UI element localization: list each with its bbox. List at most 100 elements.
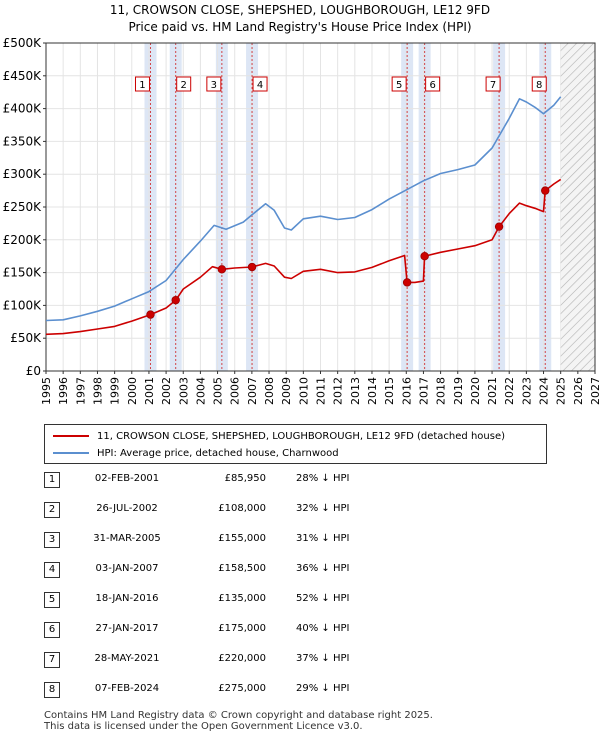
y-tick-label: £350K <box>3 134 43 148</box>
sale-price: £275,000 <box>218 683 266 694</box>
sale-number: 7 <box>44 652 60 668</box>
chart-legend: 11, CROWSON CLOSE, SHEPSHED, LOUGHBOROUG… <box>44 424 547 464</box>
sale-marker-box-3 <box>206 76 222 92</box>
sale-row: 4 03-JAN-2007 £158,500 36% ↓ HPI <box>44 560 464 578</box>
price-chart: 1 2 3 4 5 6 7 8 £0 £50K £100K £150K £200K £250K £300K £… <box>3 36 600 405</box>
sale-row: 8 07-FEB-2024 £275,000 29% ↓ HPI <box>44 680 464 698</box>
legend-item-hpi: HPI: Average price, detached house, Char… <box>53 446 339 460</box>
sale-point-8 <box>541 186 550 195</box>
y-tick-label: £500K <box>3 36 43 50</box>
sale-marker-label-4: 4 <box>257 80 263 91</box>
legend-swatch-property <box>53 435 89 437</box>
x-tick-label: 2013 <box>349 377 362 405</box>
sale-date: 03-JAN-2007 <box>95 563 159 574</box>
x-tick-label: 2003 <box>177 377 190 405</box>
sale-hpi-diff: 31% ↓ HPI <box>296 533 350 544</box>
sale-row: 1 02-FEB-2001 £85,950 28% ↓ HPI <box>44 470 464 488</box>
x-tick-label: 2012 <box>332 377 345 405</box>
x-tick-label: 2025 <box>555 377 568 405</box>
sale-marker-label-1: 1 <box>139 80 145 91</box>
sale-row: 6 27-JAN-2017 £175,000 40% ↓ HPI <box>44 620 464 638</box>
x-tick-label: 2001 <box>143 377 156 405</box>
sale-number: 2 <box>44 502 60 518</box>
sale-marker-label-8: 8 <box>536 80 542 91</box>
y-tick-label: £150K <box>3 266 43 280</box>
sale-row: 3 31-MAR-2005 £155,000 31% ↓ HPI <box>44 530 464 548</box>
sale-number: 1 <box>44 472 60 488</box>
x-tick-label: 2010 <box>297 377 310 405</box>
x-tick-label: 1998 <box>91 377 104 405</box>
footer-copyright: Contains HM Land Registry data © Crown c… <box>44 710 433 721</box>
x-tick-label: 2005 <box>212 377 225 405</box>
sale-marker-box-1 <box>134 76 150 92</box>
x-tick-label: 2011 <box>315 377 328 405</box>
x-tick-label: 1999 <box>109 377 122 405</box>
x-tick-label: 2000 <box>126 377 139 405</box>
sale-number: 8 <box>44 682 60 698</box>
x-tick-label: 2016 <box>400 377 413 405</box>
sale-price: £85,950 <box>224 473 266 484</box>
sale-date: 31-MAR-2005 <box>93 533 161 544</box>
x-tick-label: 2015 <box>383 377 396 405</box>
sale-point-5 <box>402 278 412 287</box>
sale-point-3 <box>217 265 227 274</box>
sale-point-6 <box>420 252 429 261</box>
x-tick-label: 2020 <box>469 377 482 405</box>
sale-date: 27-JAN-2017 <box>95 623 159 634</box>
forecast-region <box>560 43 595 371</box>
sale-marker-label-6: 6 <box>429 80 435 91</box>
sale-row: 5 18-JAN-2016 £135,000 52% ↓ HPI <box>44 590 464 608</box>
x-tick-label: 2026 <box>572 377 585 405</box>
sale-marker-label-7: 7 <box>490 80 496 91</box>
x-tick-label: 2027 <box>589 377 600 405</box>
chart-title-block: 11, CROWSON CLOSE, SHEPSHED, LOUGHBOROUG… <box>0 2 600 36</box>
x-tick-label: 2007 <box>246 377 259 405</box>
sale-price: £158,500 <box>218 563 266 574</box>
sale-marker-box-6 <box>425 76 441 92</box>
property-series-line <box>45 178 562 336</box>
y-tick-label: £100K <box>3 298 43 312</box>
y-tick-label: £0 <box>26 364 41 378</box>
y-tick-label: £300K <box>3 167 43 181</box>
hpi-series-line <box>45 96 562 322</box>
y-tick-label: £250K <box>3 200 43 214</box>
sale-hpi-diff: 28% ↓ HPI <box>296 473 350 484</box>
x-tick-label: 2023 <box>520 377 533 405</box>
sale-point-1 <box>146 310 155 319</box>
x-tick-label: 1995 <box>40 377 53 405</box>
x-tick-label: 2024 <box>538 377 551 405</box>
x-tick-label: 2006 <box>229 377 242 405</box>
sale-marker-box-7 <box>485 76 501 92</box>
x-tick-label: 2002 <box>160 377 173 405</box>
sale-date: 26-JUL-2002 <box>96 503 158 514</box>
sale-marker-label-2: 2 <box>181 80 187 91</box>
legend-label-hpi: HPI: Average price, detached house, Char… <box>97 447 339 459</box>
x-tick-label: 2021 <box>486 377 499 405</box>
chart-subtitle: Price paid vs. HM Land Registry's House … <box>128 20 472 34</box>
y-tick-label: £450K <box>3 69 43 83</box>
x-tick-label: 2008 <box>263 377 276 405</box>
legend-swatch-hpi <box>53 452 89 454</box>
sale-marker-box-8 <box>531 76 547 92</box>
sale-price: £155,000 <box>218 533 266 544</box>
y-tick-label: £200K <box>3 233 43 247</box>
y-tick-label: £50K <box>10 331 42 345</box>
sale-hpi-diff: 52% ↓ HPI <box>296 593 350 604</box>
sale-hpi-diff: 29% ↓ HPI <box>296 683 350 694</box>
x-tick-label: 2022 <box>503 377 516 405</box>
x-tick-label: 2018 <box>435 377 448 405</box>
footer: Contains HM Land Registry data © Crown c… <box>44 710 433 732</box>
sale-row: 2 26-JUL-2002 £108,000 32% ↓ HPI <box>44 500 464 518</box>
legend-item-property: 11, CROWSON CLOSE, SHEPSHED, LOUGHBOROUG… <box>53 429 505 443</box>
x-tick-label: 1996 <box>57 377 70 405</box>
x-tick-label: 2017 <box>417 377 430 405</box>
chart-title: 11, CROWSON CLOSE, SHEPSHED, LOUGHBOROUG… <box>109 3 491 17</box>
footer-licence: This data is licensed under the Open Gov… <box>44 721 363 732</box>
x-tick-label: 2014 <box>366 377 379 405</box>
sale-row: 7 28-MAY-2021 £220,000 37% ↓ HPI <box>44 650 464 668</box>
x-tick-label: 1997 <box>74 377 87 405</box>
sale-point-4 <box>247 262 257 272</box>
sale-price: £175,000 <box>218 623 266 634</box>
sale-number: 4 <box>44 562 60 578</box>
sale-hpi-diff: 40% ↓ HPI <box>296 623 350 634</box>
